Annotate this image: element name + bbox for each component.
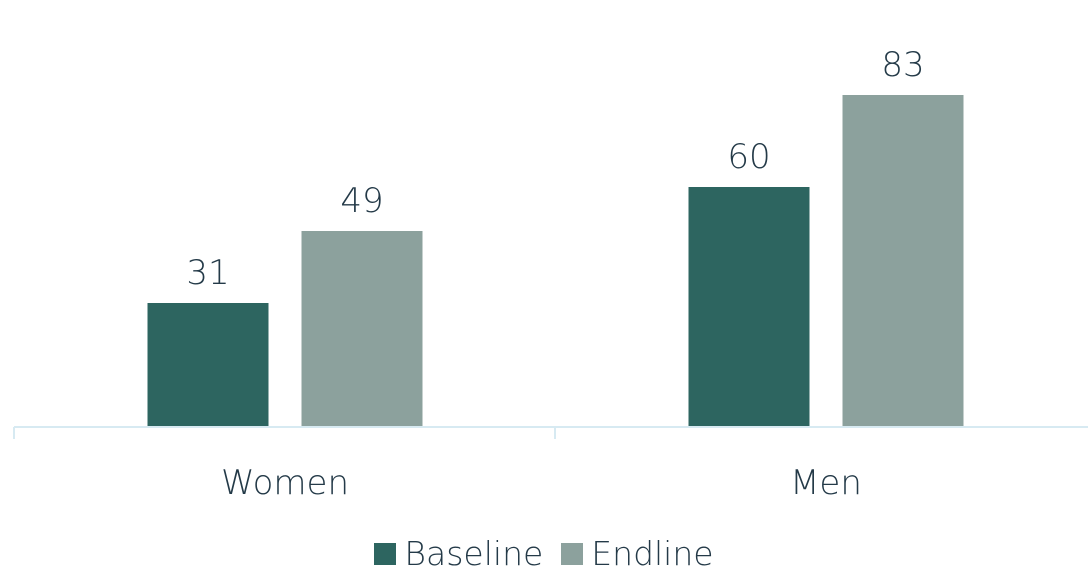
legend-swatch-endline <box>561 543 584 565</box>
legend-item-baseline: Baseline <box>374 534 543 574</box>
value-label-endline-men: 83 <box>881 45 924 85</box>
category-label-men: Men <box>790 463 862 503</box>
bar-endline-men <box>842 95 964 427</box>
bar-endline-women <box>301 231 423 427</box>
legend-item-endline: Endline <box>561 534 714 574</box>
legend-label-baseline: Baseline <box>404 534 544 573</box>
value-label-baseline-women: 31 <box>186 253 229 293</box>
category-label-women: Women <box>221 463 349 503</box>
value-label-endline-women: 49 <box>340 181 383 221</box>
legend-label-endline: Endline <box>591 534 714 573</box>
bar-baseline-men <box>688 187 810 427</box>
bar-baseline-women <box>147 303 269 427</box>
legend-swatch-baseline <box>374 543 397 565</box>
legend: Baseline Endline <box>0 534 1088 574</box>
value-label-baseline-men: 60 <box>727 137 770 177</box>
